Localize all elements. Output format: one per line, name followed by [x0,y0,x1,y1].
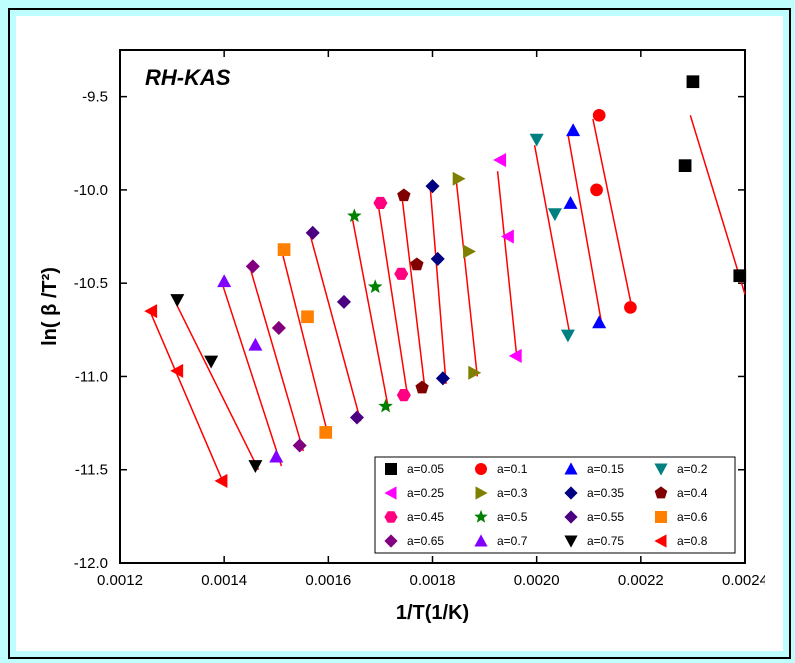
svg-text:a=0.3: a=0.3 [497,486,528,500]
svg-text:a=0.4: a=0.4 [677,486,708,500]
svg-text:a=0.65: a=0.65 [407,534,444,548]
chart-frame: 0.0012 0.0014 0.0016 0.0018 0.0020 0.0022 0.00… [8,8,791,659]
svg-text:1/T(1/K): 1/T(1/K) [396,602,469,624]
svg-text:-10.5: -10.5 [74,275,108,292]
svg-text:a=0.1: a=0.1 [497,462,528,476]
svg-text:a=0.15: a=0.15 [587,462,624,476]
svg-text:ln( β /T²): ln( β /T²) [39,267,61,346]
svg-text:-9.5: -9.5 [82,89,108,106]
svg-text:-10.0: -10.0 [74,182,108,199]
svg-text:-12.0: -12.0 [74,555,108,572]
svg-text:a=0.2: a=0.2 [677,462,708,476]
svg-text:0.0018: 0.0018 [410,572,456,589]
svg-text:a=0.25: a=0.25 [407,486,444,500]
svg-text:-11.0: -11.0 [75,368,108,385]
svg-text:0.0016: 0.0016 [305,572,351,589]
svg-text:0.0012: 0.0012 [97,572,143,589]
svg-text:0.0014: 0.0014 [201,572,247,589]
svg-text:RH-KAS: RH-KAS [145,65,231,90]
svg-text:a=0.45: a=0.45 [407,510,444,524]
svg-text:a=0.55: a=0.55 [587,510,624,524]
svg-text:-11.5: -11.5 [75,462,108,479]
svg-text:0.0020: 0.0020 [514,572,560,589]
kas-chart: 0.0012 0.0014 0.0016 0.0018 0.0020 0.0022 0.00… [30,30,765,633]
svg-text:a=0.6: a=0.6 [677,510,708,524]
svg-text:a=0.5: a=0.5 [497,510,528,524]
svg-text:a=0.35: a=0.35 [587,486,624,500]
svg-text:0.0022: 0.0022 [618,572,664,589]
svg-text:a=0.8: a=0.8 [677,534,708,548]
svg-text:a=0.05: a=0.05 [407,462,444,476]
svg-text:0.0024: 0.0024 [722,572,765,589]
svg-text:a=0.7: a=0.7 [497,534,528,548]
svg-text:a=0.75: a=0.75 [587,534,624,548]
